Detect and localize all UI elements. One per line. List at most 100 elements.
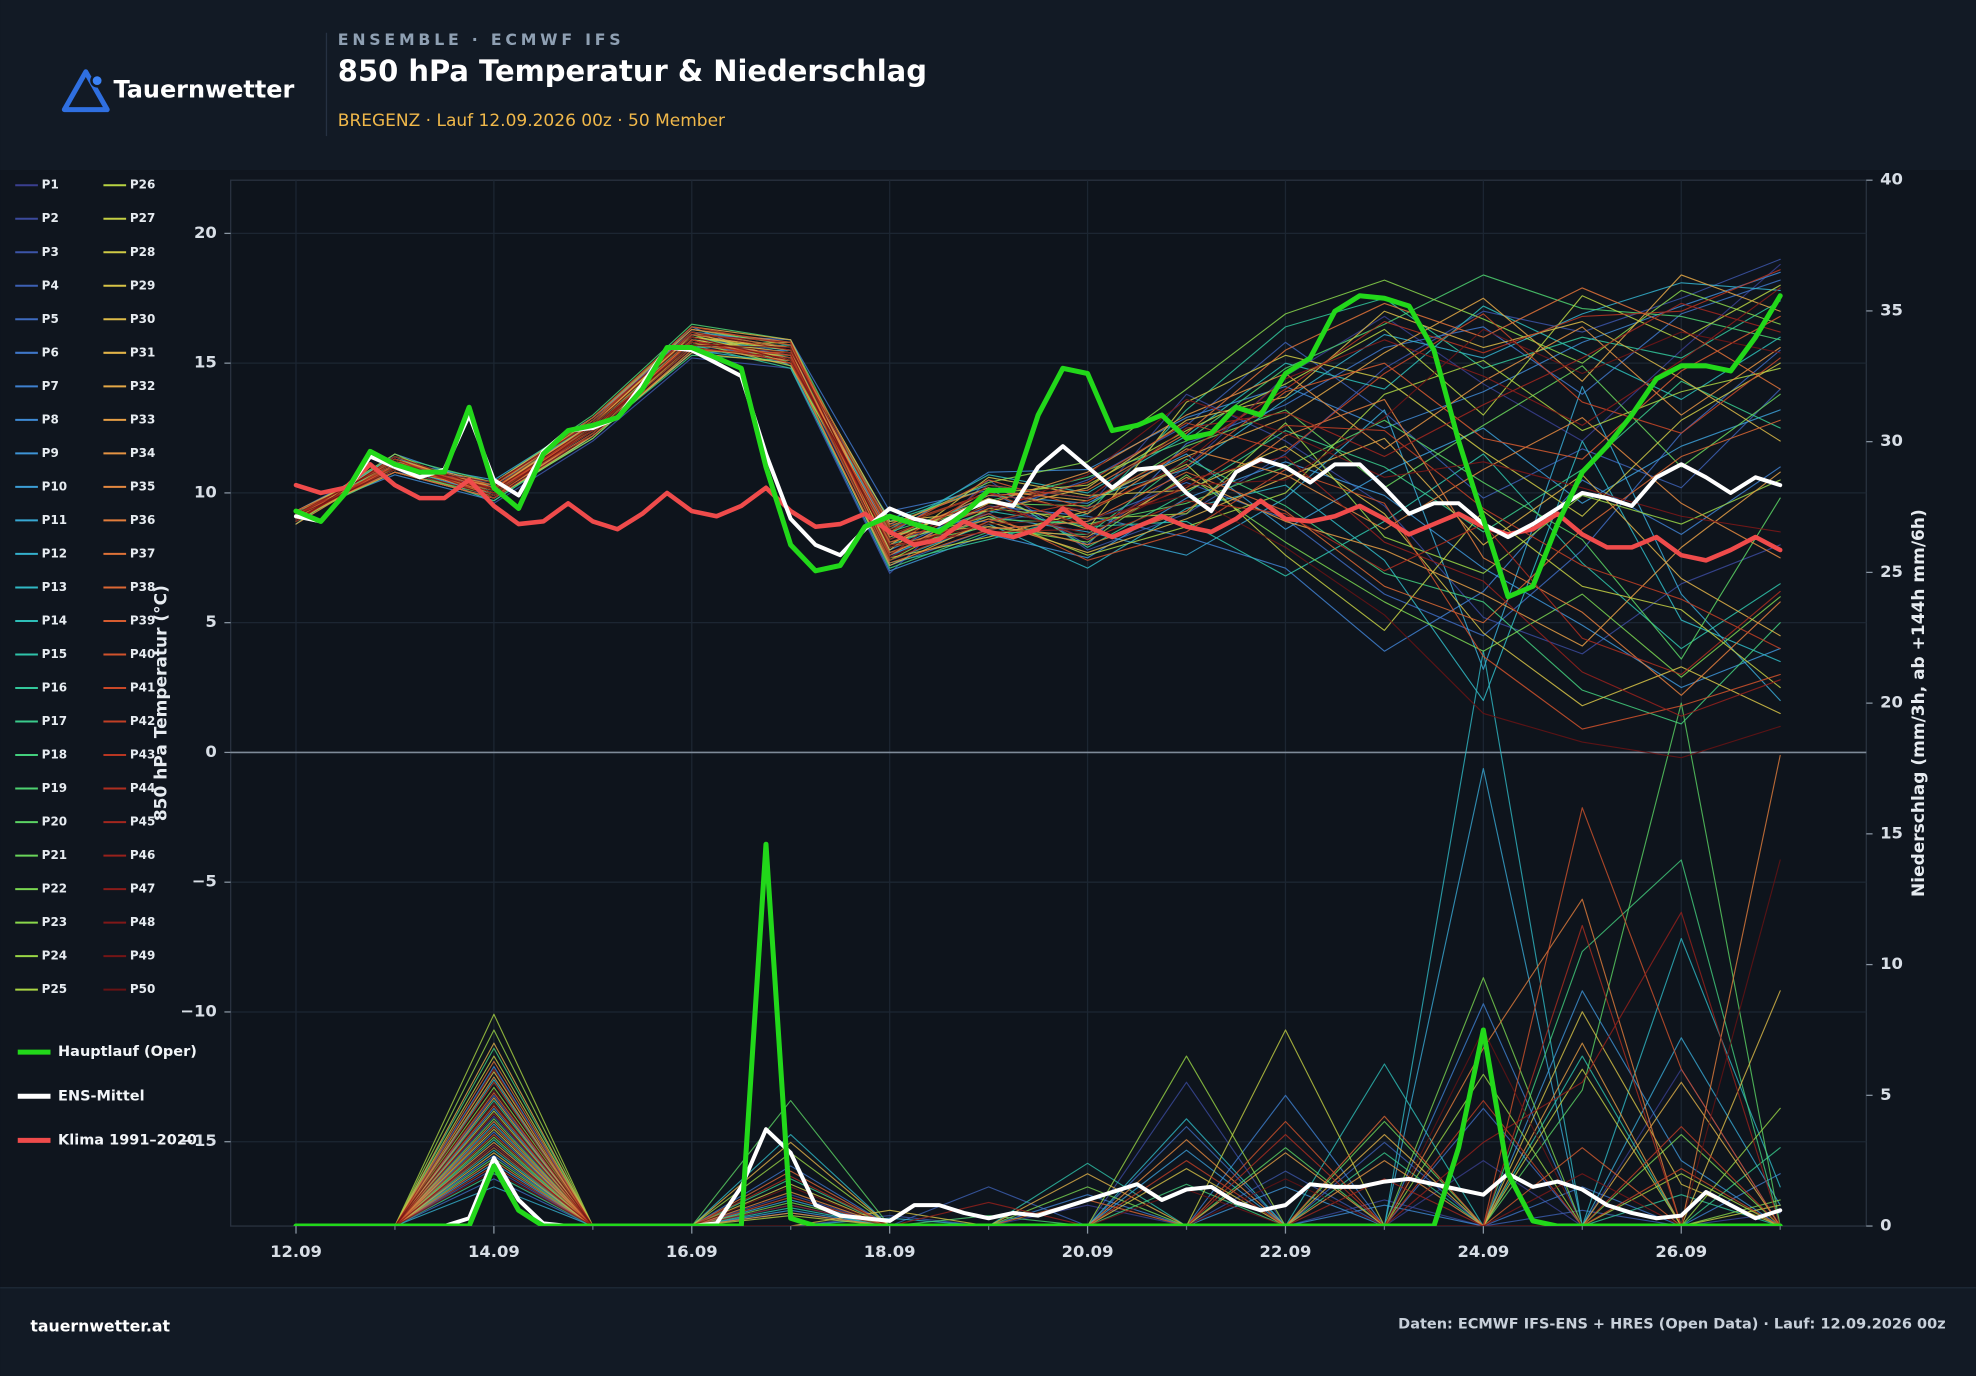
legend-label: P14 — [42, 613, 67, 627]
legend-label: P8 — [42, 412, 59, 426]
member-precip-line — [295, 1115, 1781, 1227]
member-precip-line — [295, 1120, 1781, 1227]
legend-label: P36 — [130, 513, 155, 527]
legend-label: P3 — [42, 245, 59, 259]
member-precip-line — [295, 1186, 1781, 1227]
legend-label: P22 — [42, 882, 67, 896]
member-precip-line — [295, 1134, 1781, 1227]
legend-label: Hauptlauf (Oper) — [58, 1044, 197, 1060]
y2-tick-label: 15 — [1880, 823, 1903, 842]
member-temp-line — [295, 315, 1781, 533]
chart-title: 850 hPa Temperatur & Niederschlag — [338, 54, 927, 88]
member-precip-line — [295, 1110, 1781, 1227]
legend-label: P5 — [42, 312, 59, 326]
y2-tick-label: 5 — [1880, 1085, 1891, 1104]
legend-label: P17 — [42, 714, 67, 728]
member-temp-line — [295, 269, 1781, 561]
legend-label: P38 — [130, 580, 155, 594]
logo-dot — [90, 73, 105, 88]
legend-label: P40 — [130, 647, 155, 661]
x-tick-label: 26.09 — [1655, 1242, 1707, 1261]
member-precip-line — [295, 1107, 1781, 1227]
legend-label: P11 — [42, 513, 67, 527]
legend-label: P27 — [130, 211, 155, 225]
member-precip-line — [295, 1086, 1781, 1227]
y-tick-label: −5 — [192, 872, 217, 891]
legend-label: P45 — [130, 815, 155, 829]
footer-band — [0, 1287, 1976, 1376]
member-precip-line — [295, 1060, 1781, 1227]
legend: P1 P2 P3 P4 P5 P6 P7 P8 P9 P10 P11 P12 P13 P14 P15 P16 P… — [15, 178, 197, 1148]
y2-axis-label: Niederschlag (mm/3h, ab +144h mm/6h) — [1909, 509, 1929, 897]
legend-label: P43 — [130, 748, 155, 762]
legend-label: P23 — [42, 915, 67, 929]
member-precip-line — [295, 807, 1781, 1227]
legend-label: P9 — [42, 446, 59, 460]
member-precip-line — [295, 1149, 1781, 1227]
member-precip-line — [295, 1065, 1781, 1227]
member-precip-line — [295, 1081, 1781, 1227]
member-precip-line — [295, 1076, 1781, 1227]
axes: 12.09 14.09 16.09 18.09 20.09 22.09 24.09 26.09… — [180, 170, 1903, 1261]
legend-label: P16 — [42, 680, 67, 694]
legend-label: P26 — [130, 178, 155, 192]
brand: Tauernwetter — [114, 76, 295, 104]
y2-tick-label: 35 — [1880, 300, 1903, 319]
legend-label: P49 — [130, 949, 155, 963]
member-precip-line — [295, 1003, 1781, 1227]
legend-label: P19 — [42, 781, 67, 795]
member-precip-line — [295, 977, 1781, 1227]
legend-label: P1 — [42, 178, 59, 192]
member-precip-line — [295, 1042, 1781, 1227]
y-tick-label: 0 — [205, 742, 216, 761]
y-tick-label: 20 — [194, 223, 217, 242]
member-precip-line — [295, 924, 1781, 1227]
chart-subtitle: BREGENZ · Lauf 12.09.2026 00z · 50 Membe… — [338, 111, 725, 131]
legend-label: P30 — [130, 312, 155, 326]
member-precip-line — [295, 1170, 1781, 1227]
x-tick-label: 16.09 — [666, 1242, 718, 1261]
legend-label: P41 — [130, 680, 155, 694]
legend-label: P7 — [42, 379, 59, 393]
member-precip-line — [295, 1055, 1781, 1227]
x-tick-label: 12.09 — [270, 1242, 322, 1261]
legend-label: P10 — [42, 479, 67, 493]
member-temp-line — [295, 258, 1781, 574]
y-axis-label: 850 hPa Temperatur (°C) — [151, 585, 171, 821]
member-precip-line — [295, 990, 1781, 1227]
legend-label: ENS-Mittel — [58, 1088, 144, 1104]
y-tick-label: 10 — [194, 482, 217, 501]
footer-source: Daten: ECMWF IFS-ENS + HRES (Open Data) … — [1398, 1316, 1945, 1332]
member-precip-line — [295, 1168, 1781, 1227]
legend-label: P21 — [42, 848, 67, 862]
member-precip-line — [295, 1029, 1781, 1227]
member-precip-line — [295, 702, 1781, 1227]
member-precip-line — [295, 1144, 1781, 1227]
legend-label: P32 — [130, 379, 155, 393]
kicker: ENSEMBLE · ECMWF IFS — [338, 30, 625, 49]
member-precip-line — [295, 1081, 1781, 1227]
legend-label: P24 — [42, 949, 67, 963]
member-precip-line — [295, 990, 1781, 1227]
legend-label: P15 — [42, 647, 67, 661]
legend-label: P44 — [130, 781, 155, 795]
legend-label: P50 — [130, 982, 155, 996]
legend-label: P28 — [130, 245, 155, 259]
member-precip-line — [295, 1128, 1781, 1227]
member-precip-line — [295, 859, 1781, 1227]
y2-tick-label: 0 — [1880, 1216, 1891, 1235]
x-tick-label: 24.09 — [1457, 1242, 1509, 1261]
x-tick-label: 14.09 — [468, 1242, 520, 1261]
y2-tick-label: 25 — [1880, 562, 1903, 581]
legend-label: P34 — [130, 446, 155, 460]
temp-line — [293, 462, 1783, 563]
y-tick-label: −10 — [180, 1001, 217, 1020]
logo-triangle — [61, 69, 110, 113]
member-precip-line — [295, 767, 1781, 1227]
legend-label: P20 — [42, 815, 67, 829]
member-temp-line — [295, 344, 1781, 759]
legend-label: P39 — [130, 613, 155, 627]
header-band — [0, 0, 1976, 171]
